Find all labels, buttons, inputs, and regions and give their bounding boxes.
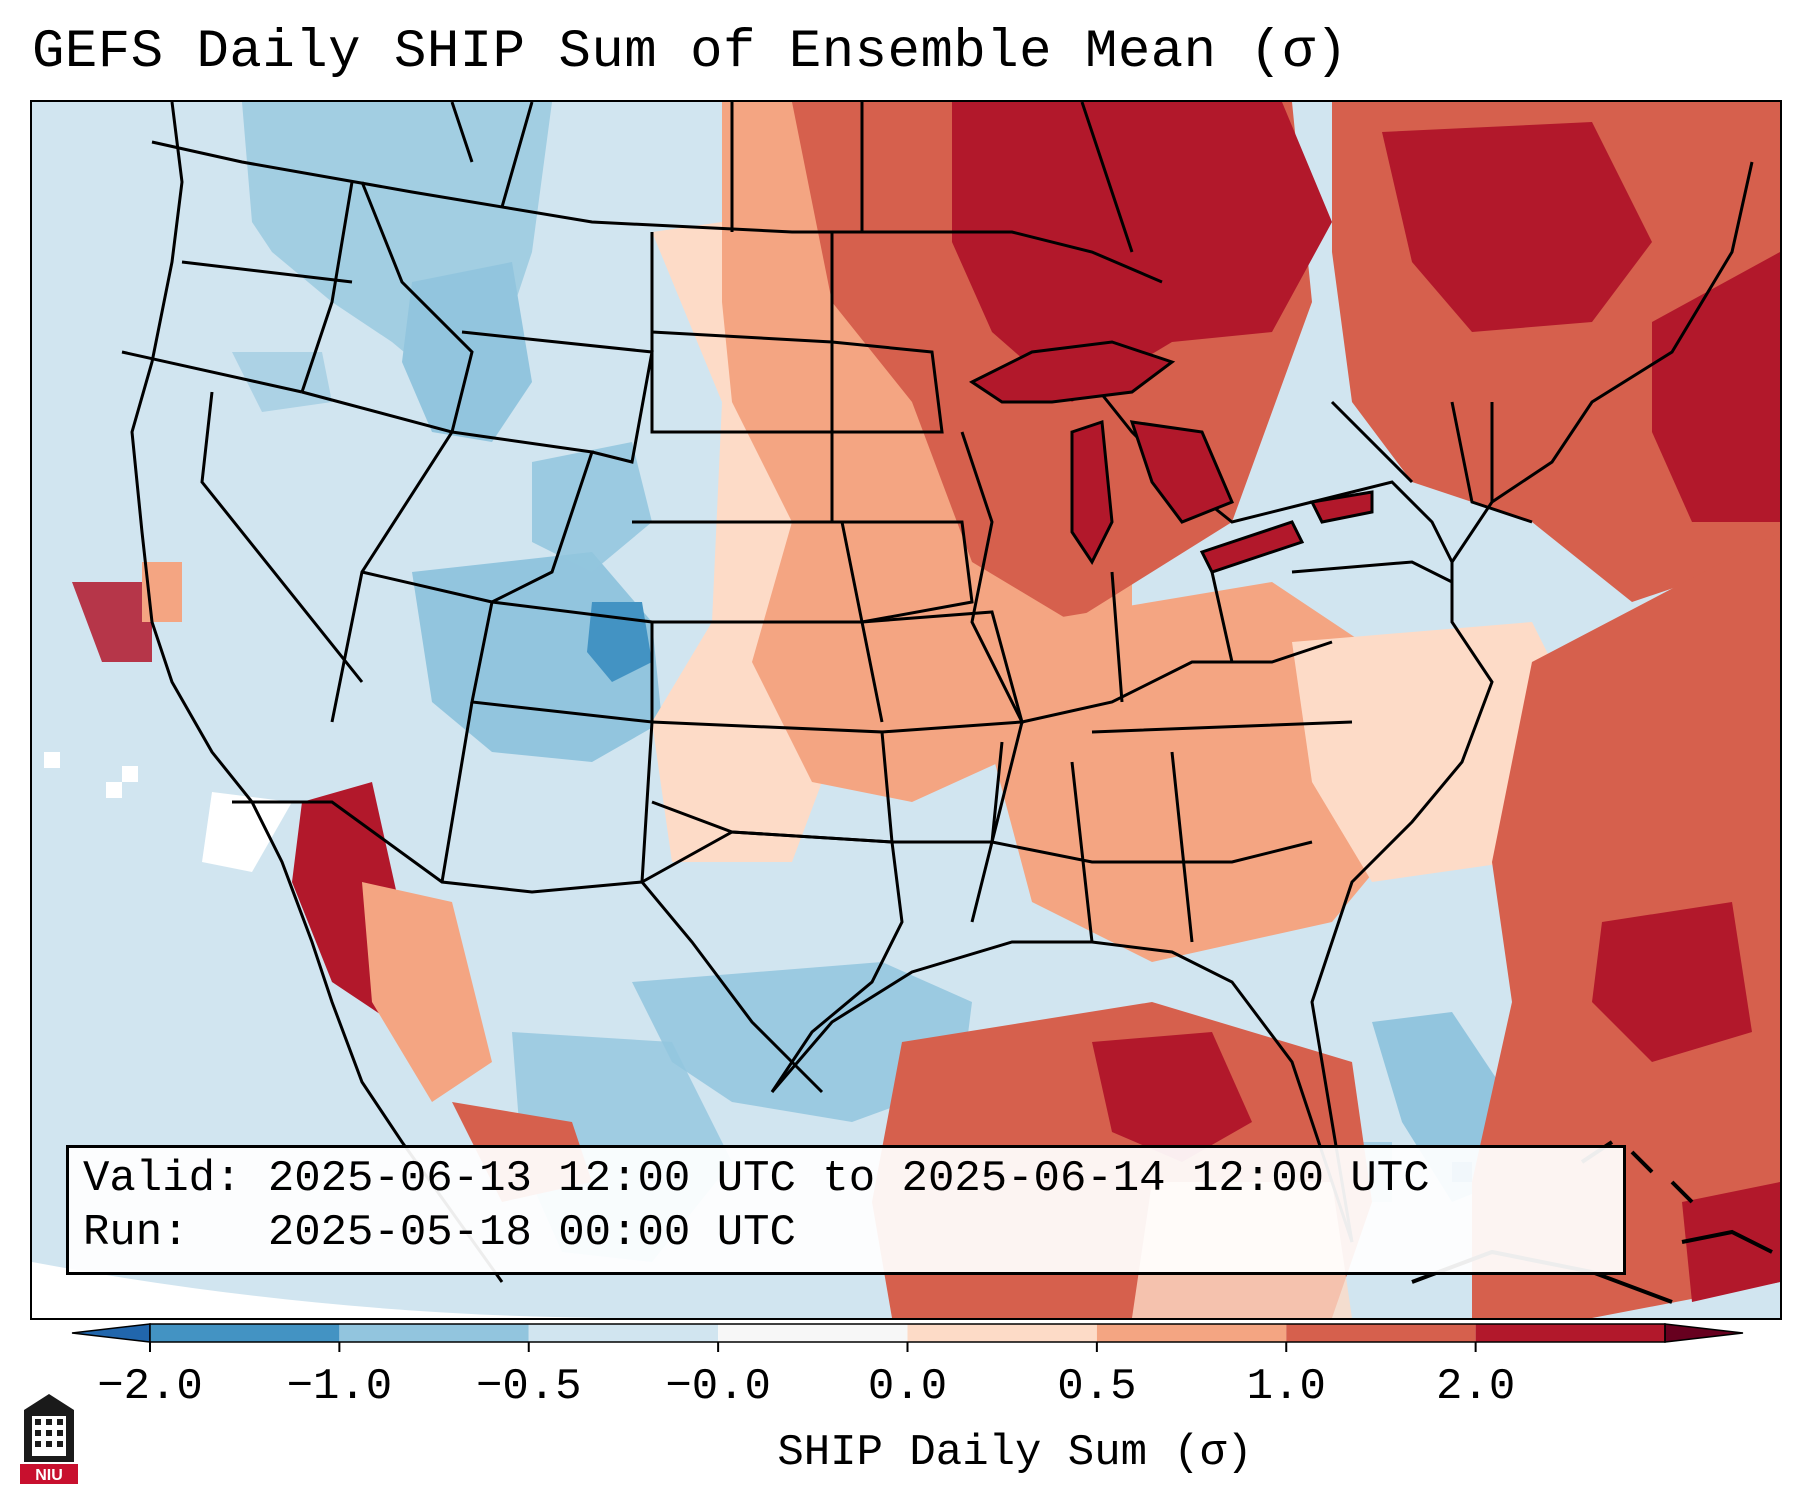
darkred-atlantic-core — [1592, 902, 1752, 1062]
colorbar — [0, 1316, 1803, 1496]
colorbar-segment — [150, 1324, 340, 1342]
lake-erie — [1199, 520, 1305, 574]
ohio-valley — [1021, 571, 1333, 724]
wyoming-box — [461, 330, 654, 464]
lake-huron — [1129, 420, 1234, 524]
colorbar-under-arrow — [71, 1323, 151, 1343]
blue-idaho — [402, 262, 532, 442]
midred-ca-bay — [142, 562, 182, 622]
lake-michigan — [1070, 419, 1114, 565]
colorbar-tick-label: −0.5 — [475, 1362, 582, 1412]
niu-logo: NIU — [20, 1392, 78, 1484]
darkred-gulf-core — [1092, 1032, 1252, 1162]
canada-provincial-lines — [450, 102, 1134, 253]
colorbar-over-arrow — [1664, 1323, 1744, 1343]
colorbar-segment — [907, 1324, 1097, 1342]
darkred-quebec — [1382, 122, 1652, 332]
blue-oregon-spots — [232, 352, 332, 412]
great-lakes-region — [1031, 380, 1454, 563]
colorbar-tick-label: 0.0 — [867, 1362, 948, 1412]
atlantic-coast — [1310, 161, 1754, 1243]
midred-baja — [362, 882, 492, 1102]
colorbar-segment — [1286, 1324, 1476, 1342]
dakotas-lines — [650, 232, 834, 522]
hispaniola — [1681, 1229, 1773, 1254]
washington-oregon-line — [181, 260, 353, 284]
colorbar-segment — [718, 1324, 908, 1342]
colorbar-segment — [1096, 1324, 1287, 1342]
darkred-canada-lakes — [952, 102, 1332, 402]
new-england-lines — [1450, 401, 1533, 524]
colorbar-segment — [528, 1324, 719, 1342]
run-time-line: Run: 2025-05-18 00:00 UTC — [83, 1208, 796, 1258]
field-white-patches — [44, 752, 292, 872]
valid-run-info-box: Valid: 2025-06-13 12:00 UTC to 2025-06-1… — [66, 1145, 1626, 1275]
colorbar-segment — [1475, 1324, 1665, 1342]
colorbar-tick-label: −1.0 — [286, 1362, 393, 1412]
southeast-states — [991, 720, 1353, 943]
blue-colorado-core — [587, 602, 652, 682]
nevada-california-line — [200, 391, 364, 683]
colorbar-tick-label: 0.5 — [1057, 1362, 1137, 1412]
utah-box — [361, 430, 594, 604]
map-title: GEFS Daily SHIP Sum of Ensemble Mean (σ) — [32, 22, 1349, 83]
colorbar-tick-label: −0.0 — [665, 1362, 771, 1412]
us-canada-border — [151, 140, 1163, 284]
blue-texas — [632, 962, 972, 1122]
colorbar-tick-label: −2.0 — [97, 1362, 203, 1412]
darkred-ca-coast — [72, 582, 152, 662]
nevada-utah-line — [301, 390, 455, 723]
colorbar-tick-label: 1.0 — [1246, 1362, 1326, 1412]
ship-field-map — [32, 102, 1780, 1318]
oregon-california-line — [121, 350, 303, 394]
darkred-newengland — [1652, 252, 1780, 522]
west-coast — [130, 102, 504, 1283]
gulf-coast — [770, 940, 1354, 1243]
colorbar-tick-label: 2.0 — [1436, 1362, 1516, 1412]
colorbar-segment — [339, 1324, 529, 1342]
colorbar-axis-label: SHIP Daily Sum (σ) — [777, 1428, 1253, 1478]
colorbar-bar — [71, 1323, 1744, 1352]
map-projection-edge — [32, 1262, 632, 1318]
us-mexico-border — [232, 800, 824, 1094]
mississippi-river — [960, 431, 1024, 923]
map-panel[interactable] — [30, 100, 1782, 1320]
valid-time-line: Valid: 2025-06-13 12:00 UTC to 2025-06-1… — [83, 1154, 1430, 1204]
great-lakes — [969, 340, 1374, 574]
lake-superior — [969, 340, 1176, 404]
darkred-caribbean — [1682, 1182, 1780, 1302]
pennsylvania-ny — [1291, 400, 1453, 584]
blue-wyoming — [532, 442, 652, 572]
niu-logo-text: NIU — [35, 1467, 63, 1484]
minnesota-iowa — [831, 340, 974, 624]
idaho-west-line — [300, 181, 354, 393]
idaho-east-line — [360, 181, 474, 433]
lake-ontario — [1309, 490, 1374, 524]
arizona-nm-line — [440, 701, 654, 883]
political-boundaries — [121, 102, 1754, 1283]
texas-outline — [641, 830, 904, 1093]
